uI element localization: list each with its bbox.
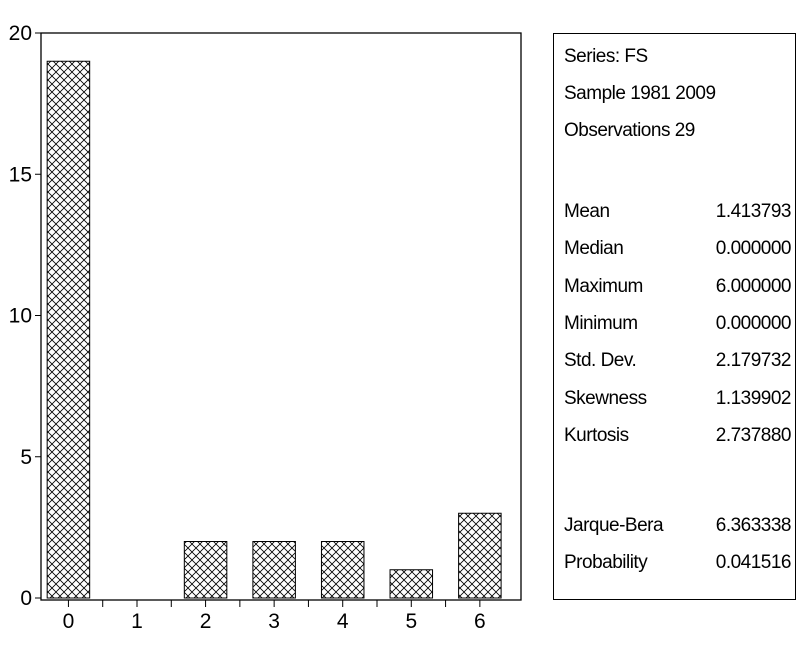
stat-label: Jarque-Bera <box>564 515 664 536</box>
x-tick-label: 6 <box>474 610 486 633</box>
y-tick-label: 20 <box>9 22 32 45</box>
stat-label: Maximum <box>564 275 643 297</box>
stats-observations: Observations 29 <box>564 120 695 141</box>
stat-label: Probability <box>564 552 648 573</box>
bar-5 <box>389 569 434 599</box>
x-tick-label: 2 <box>200 610 212 633</box>
x-tick-label: 4 <box>337 610 349 633</box>
stats-sample-range: Sample 1981 2009 <box>564 83 716 104</box>
stat-label: Median <box>564 238 624 260</box>
bars-layer <box>46 60 502 599</box>
x-tick-label: 1 <box>131 610 143 633</box>
stats-series-name: Series: FS <box>564 46 648 67</box>
y-tick-label: 5 <box>20 446 32 469</box>
plot-frame <box>40 32 522 601</box>
bar-6 <box>458 512 502 599</box>
y-tick-label: 15 <box>9 163 32 186</box>
stat-row: Skewness 1.139902 <box>564 387 792 410</box>
stat-value: 1.139902 <box>715 387 792 409</box>
stat-label: Skewness <box>564 387 647 409</box>
x-tick-label: 5 <box>405 610 417 633</box>
stat-value: 6.000000 <box>715 275 792 297</box>
stat-row: Probability 0.041516 <box>564 552 792 574</box>
bar-4 <box>320 541 365 599</box>
bar-3 <box>252 541 296 599</box>
bar-2 <box>183 541 228 599</box>
stat-row: Jarque-Bera 6.363338 <box>564 515 792 537</box>
histogram-chart: 0 5 10 15 20 0 1 2 3 4 5 6 <box>9 22 522 633</box>
stat-row: Std. Dev. 2.179732 <box>564 350 792 372</box>
stat-value: 6.363338 <box>715 515 792 536</box>
descriptive-stats-panel: Series: FS Sample 1981 2009 Observations… <box>553 33 796 600</box>
stat-label: Kurtosis <box>564 424 629 446</box>
x-axis: 0 1 2 3 4 5 6 <box>63 600 486 633</box>
stat-value: 2.179732 <box>715 350 792 372</box>
stat-row: Maximum 6.000000 <box>564 275 792 298</box>
stat-value: 2.737880 <box>715 424 792 446</box>
y-tick-label: 0 <box>20 587 32 610</box>
stat-label: Std. Dev. <box>564 350 637 372</box>
stat-row: Median 0.000000 <box>564 238 792 260</box>
stat-value: 0.000000 <box>715 312 792 334</box>
bar-0 <box>46 60 91 599</box>
stat-value: 0.041516 <box>715 552 792 573</box>
x-tick-label: 0 <box>63 610 75 633</box>
stat-value: 0.000000 <box>715 238 792 260</box>
y-tick-label: 10 <box>9 305 32 328</box>
stat-label: Mean <box>564 201 610 222</box>
y-axis: 0 5 10 15 20 <box>9 22 41 610</box>
stat-label: Minimum <box>564 312 638 334</box>
stat-row: Minimum 0.000000 <box>564 312 792 335</box>
stat-value: 1.413793 <box>715 201 792 222</box>
x-tick-label: 3 <box>268 610 280 633</box>
stat-row: Mean 1.413793 <box>564 201 792 223</box>
stat-row: Kurtosis 2.737880 <box>564 424 792 447</box>
